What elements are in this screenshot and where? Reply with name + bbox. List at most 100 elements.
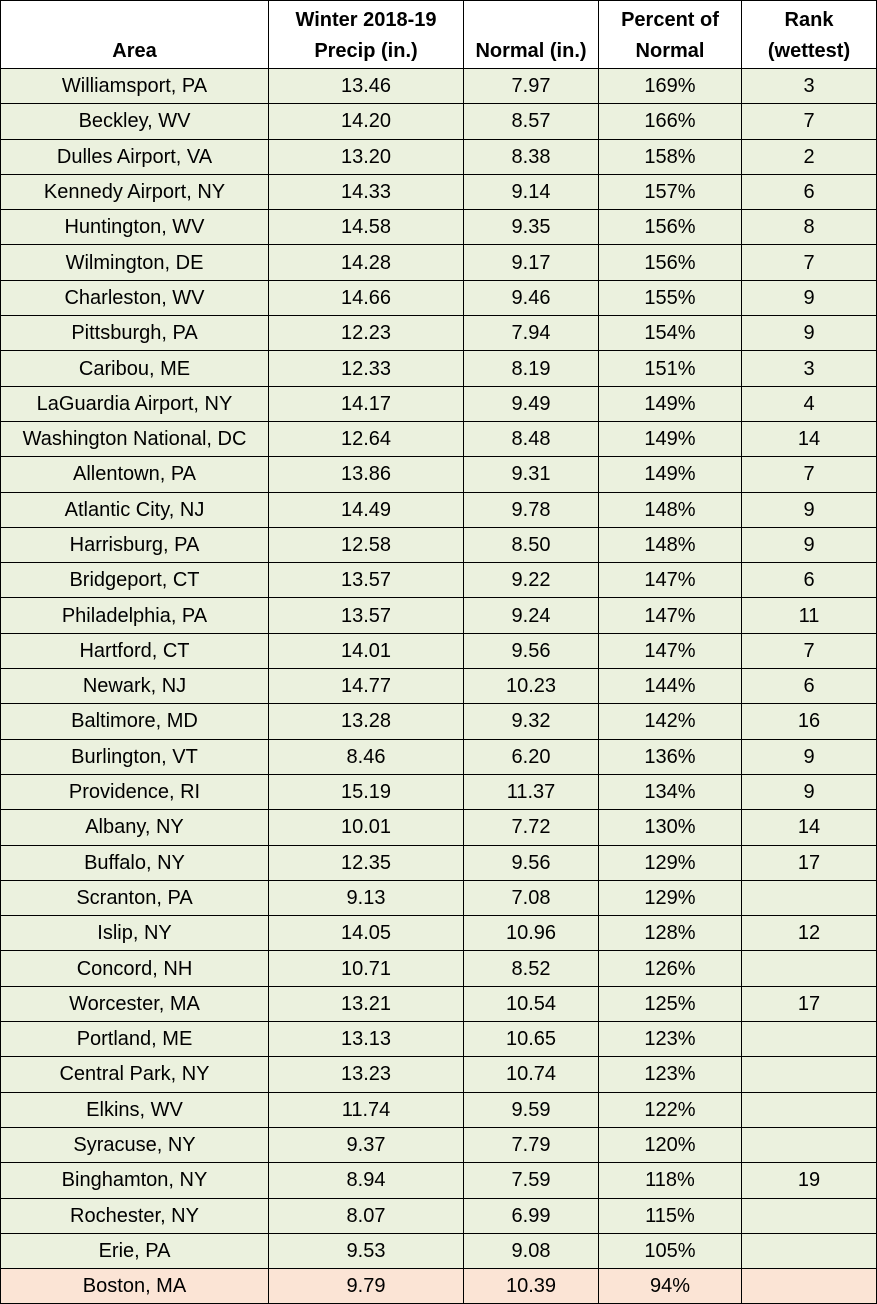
value-cell: 9: [741, 491, 877, 528]
area-cell: Buffalo, NY: [0, 844, 269, 881]
value-cell: 6: [741, 668, 877, 705]
area-cell: Albany, NY: [0, 809, 269, 846]
value-cell: 9.08: [463, 1232, 599, 1270]
table-row: Charleston, WV 14.66 9.46 155% 9: [0, 279, 877, 317]
value-cell: 11.74: [268, 1091, 464, 1128]
value-cell: 6.99: [463, 1197, 599, 1234]
table-row: Philadelphia, PA 13.57 9.24 147% 11: [0, 597, 877, 634]
value-cell: 14.05: [268, 915, 464, 952]
area-cell: Hartford, CT: [0, 632, 269, 670]
value-cell: [741, 1091, 877, 1128]
area-cell: Erie, PA: [0, 1232, 269, 1270]
header-cell: Winter 2018-19 Precip (in.): [268, 0, 464, 69]
value-cell: 14.49: [268, 491, 464, 528]
value-cell: 9.35: [463, 209, 599, 246]
value-cell: 123%: [598, 1056, 742, 1093]
value-cell: 130%: [598, 809, 742, 846]
value-cell: 166%: [598, 103, 742, 140]
value-cell: 2: [741, 138, 877, 175]
table-row: Dulles Airport, VA 13.20 8.38 158% 2: [0, 138, 877, 175]
value-cell: 8.50: [463, 526, 599, 564]
value-cell: 11.37: [463, 773, 599, 811]
value-cell: 13.57: [268, 562, 464, 599]
value-cell: 158%: [598, 138, 742, 175]
value-cell: 9.13: [268, 879, 464, 917]
table-row: Albany, NY 10.01 7.72 130% 14: [0, 809, 877, 846]
value-cell: [741, 1197, 877, 1234]
table-row: Williamsport, PA 13.46 7.97 169% 3: [0, 67, 877, 105]
value-cell: 14.01: [268, 632, 464, 670]
value-cell: 7: [741, 456, 877, 493]
area-cell: Islip, NY: [0, 915, 269, 952]
table-row: Huntington, WV 14.58 9.35 156% 8: [0, 209, 877, 246]
table-row: Newark, NJ 14.77 10.23 144% 6: [0, 668, 877, 705]
value-cell: 13.46: [268, 67, 464, 105]
table-body: Williamsport, PA 13.46 7.97 169% 3 Beckley, W…: [0, 67, 877, 1304]
value-cell: 8.07: [268, 1197, 464, 1234]
value-cell: 14.66: [268, 279, 464, 317]
value-cell: [741, 1126, 877, 1164]
area-cell: Dulles Airport, VA: [0, 138, 269, 175]
header-text: Rank: [784, 9, 834, 31]
value-cell: 17: [741, 985, 877, 1023]
value-cell: 8.46: [268, 738, 464, 775]
value-cell: 105%: [598, 1232, 742, 1270]
value-cell: 8.57: [463, 103, 599, 140]
value-cell: 149%: [598, 420, 742, 458]
value-cell: 151%: [598, 350, 742, 387]
value-cell: 11: [741, 597, 877, 634]
header-text: Precip (in.): [314, 40, 418, 62]
value-cell: 13.86: [268, 456, 464, 493]
value-cell: 14.17: [268, 385, 464, 422]
value-cell: [741, 1056, 877, 1093]
value-cell: 14.20: [268, 103, 464, 140]
value-cell: 7: [741, 103, 877, 140]
table-row: Wilmington, DE 14.28 9.17 156% 7: [0, 244, 877, 281]
value-cell: 9: [741, 526, 877, 564]
header-cell: Area: [0, 0, 269, 69]
table-row: Harrisburg, PA 12.58 8.50 148% 9: [0, 526, 877, 564]
value-cell: 134%: [598, 773, 742, 811]
table-row: Central Park, NY 13.23 10.74 123%: [0, 1056, 877, 1093]
value-cell: 19: [741, 1162, 877, 1199]
header-cell: Rank (wettest): [741, 0, 877, 69]
area-cell: Concord, NH: [0, 950, 269, 987]
value-cell: 13.21: [268, 985, 464, 1023]
value-cell: 14.77: [268, 668, 464, 705]
value-cell: 10.74: [463, 1056, 599, 1093]
value-cell: 9.56: [463, 632, 599, 670]
value-cell: 149%: [598, 385, 742, 422]
value-cell: 14.58: [268, 209, 464, 246]
value-cell: 17: [741, 844, 877, 881]
value-cell: 7.72: [463, 809, 599, 846]
value-cell: 12.23: [268, 315, 464, 352]
table-row: Erie, PA 9.53 9.08 105%: [0, 1232, 877, 1270]
header-text: Normal (in.): [475, 40, 587, 62]
value-cell: 4: [741, 385, 877, 422]
value-cell: 148%: [598, 491, 742, 528]
value-cell: 9.32: [463, 703, 599, 740]
table-row: Pittsburgh, PA 12.23 7.94 154% 9: [0, 315, 877, 352]
value-cell: 8: [741, 209, 877, 246]
value-cell: 7.94: [463, 315, 599, 352]
value-cell: 3: [741, 350, 877, 387]
table-row: Portland, ME 13.13 10.65 123%: [0, 1021, 877, 1058]
area-cell: Charleston, WV: [0, 279, 269, 317]
value-cell: 10.01: [268, 809, 464, 846]
value-cell: 10.71: [268, 950, 464, 987]
value-cell: 9.53: [268, 1232, 464, 1270]
value-cell: 12.64: [268, 420, 464, 458]
header-text: (wettest): [767, 40, 851, 62]
area-cell: Portland, ME: [0, 1021, 269, 1058]
value-cell: 7.59: [463, 1162, 599, 1199]
value-cell: 7: [741, 244, 877, 281]
value-cell: 154%: [598, 315, 742, 352]
area-cell: Caribou, ME: [0, 350, 269, 387]
value-cell: 9.14: [463, 173, 599, 211]
value-cell: [741, 950, 877, 987]
header-text: Normal: [635, 40, 705, 62]
value-cell: 9: [741, 315, 877, 352]
value-cell: 6.20: [463, 738, 599, 775]
table-row: Buffalo, NY 12.35 9.56 129% 17: [0, 844, 877, 881]
